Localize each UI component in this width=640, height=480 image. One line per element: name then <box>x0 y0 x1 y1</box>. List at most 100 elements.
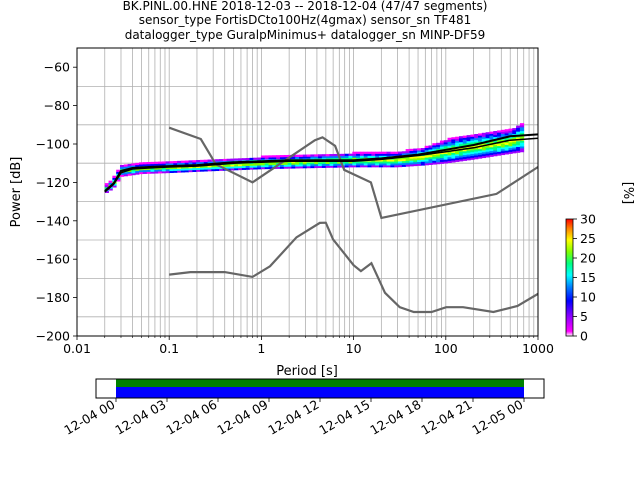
heatmap-cell <box>135 164 140 167</box>
heatmap-cell <box>318 158 323 161</box>
heatmap-cell <box>478 139 483 142</box>
heatmap-cell <box>413 158 418 161</box>
heatmap-cell <box>466 138 471 142</box>
heatmap-cell <box>420 149 426 153</box>
heatmap-cell <box>302 154 308 157</box>
heatmap-cell <box>516 129 521 132</box>
heatmap-cell <box>359 155 365 158</box>
heatmap-cell <box>466 146 471 149</box>
heatmap-cell <box>485 145 490 148</box>
heatmap-cell <box>344 153 349 156</box>
heatmap-cell <box>394 165 399 168</box>
heatmap-cell <box>211 168 216 172</box>
heatmap-cell <box>493 132 498 136</box>
heatmap-cell <box>405 150 410 154</box>
heatmap-cell <box>470 140 475 143</box>
timeline-tick-label: 12-04 18 <box>367 397 423 438</box>
heatmap-cell <box>409 152 414 155</box>
heatmap-cell <box>512 131 517 135</box>
mean-line <box>104 133 538 192</box>
heatmap-cell <box>287 162 292 165</box>
heatmap-cell <box>417 159 422 163</box>
heatmap-cell <box>146 167 151 170</box>
heatmap-cell <box>299 164 304 167</box>
heatmap-cell <box>116 179 121 182</box>
heatmap-cell <box>481 132 487 136</box>
heatmap-cell <box>264 155 269 158</box>
heatmap-cell <box>436 158 441 161</box>
heatmap-cell <box>508 142 513 145</box>
heatmap-cell <box>325 156 330 159</box>
heatmap-cell <box>356 153 361 156</box>
heatmap-cell <box>382 153 388 156</box>
heatmap-cell <box>504 133 509 136</box>
heatmap-cell <box>378 165 384 168</box>
heatmap-cell <box>443 153 448 156</box>
heatmap-cell <box>481 146 487 149</box>
heatmap-cell <box>439 161 445 164</box>
heatmap-cell <box>321 165 327 168</box>
heatmap-cell <box>413 160 418 163</box>
heatmap-cell <box>158 167 163 170</box>
heatmap-cell <box>382 155 388 158</box>
heatmap-cell <box>417 157 422 161</box>
heatmap-cell <box>356 151 361 154</box>
heatmap-cell <box>417 161 422 164</box>
heatmap-cell <box>512 141 517 144</box>
heatmap-cell <box>432 148 437 152</box>
heatmap-cell <box>512 147 517 150</box>
heatmap-cell <box>409 164 414 167</box>
heatmap-cell <box>127 173 132 176</box>
heatmap-cell <box>230 164 235 167</box>
heatmap-cell <box>432 160 437 163</box>
heatmap-cell <box>519 132 525 135</box>
heatmap-cell <box>249 165 254 168</box>
heatmap-cell <box>104 183 109 186</box>
heatmap-cell <box>196 160 201 163</box>
heatmap-cell <box>417 148 422 151</box>
heatmap-cell <box>485 155 490 158</box>
heatmap-cell <box>447 153 452 156</box>
heatmap-cell <box>424 163 429 166</box>
heatmap-cell <box>123 164 129 167</box>
heatmap-cell <box>462 158 467 161</box>
heatmap-cell <box>329 161 334 164</box>
heatmap-cell <box>283 164 288 167</box>
heatmap-cell <box>413 163 418 167</box>
heatmap-cell <box>519 125 525 128</box>
heatmap-cell <box>371 151 376 154</box>
heatmap-cell <box>439 146 445 149</box>
heatmap-cell <box>500 149 506 152</box>
heatmap-cell <box>150 161 155 165</box>
heatmap-cell <box>508 151 513 154</box>
heatmap-cell <box>257 165 262 168</box>
heatmap-cell <box>455 136 460 139</box>
heatmap-cell <box>485 141 490 145</box>
heatmap-cell <box>371 155 376 158</box>
heatmap-cell <box>169 166 174 170</box>
heatmap-cell <box>177 168 182 171</box>
heatmap-cell <box>127 169 132 172</box>
heatmap-cell <box>165 163 170 166</box>
heatmap-cell <box>519 128 525 132</box>
heatmap-cell <box>359 151 365 154</box>
heatmap-cell <box>405 160 410 163</box>
heatmap-cell <box>119 164 125 168</box>
heatmap-cell <box>299 156 304 159</box>
heatmap-cell <box>417 152 422 155</box>
colorbar-tick-label: 30 <box>580 212 596 227</box>
y-tick-label: −60 <box>44 60 70 75</box>
heatmap-cell <box>188 166 193 169</box>
x-tick-label: 1000 <box>522 341 554 356</box>
heatmap-cell <box>428 162 433 165</box>
heatmap-cell <box>192 169 197 173</box>
heatmap-cell <box>184 160 189 163</box>
heatmap-cell <box>340 157 346 160</box>
heatmap-cell <box>455 140 460 143</box>
heatmap-cell <box>230 166 235 169</box>
heatmap-cell <box>386 163 391 166</box>
heatmap-cell <box>413 148 418 151</box>
heatmap-cell <box>314 154 319 157</box>
heatmap-cell <box>108 180 113 183</box>
heatmap-cell <box>436 154 441 157</box>
